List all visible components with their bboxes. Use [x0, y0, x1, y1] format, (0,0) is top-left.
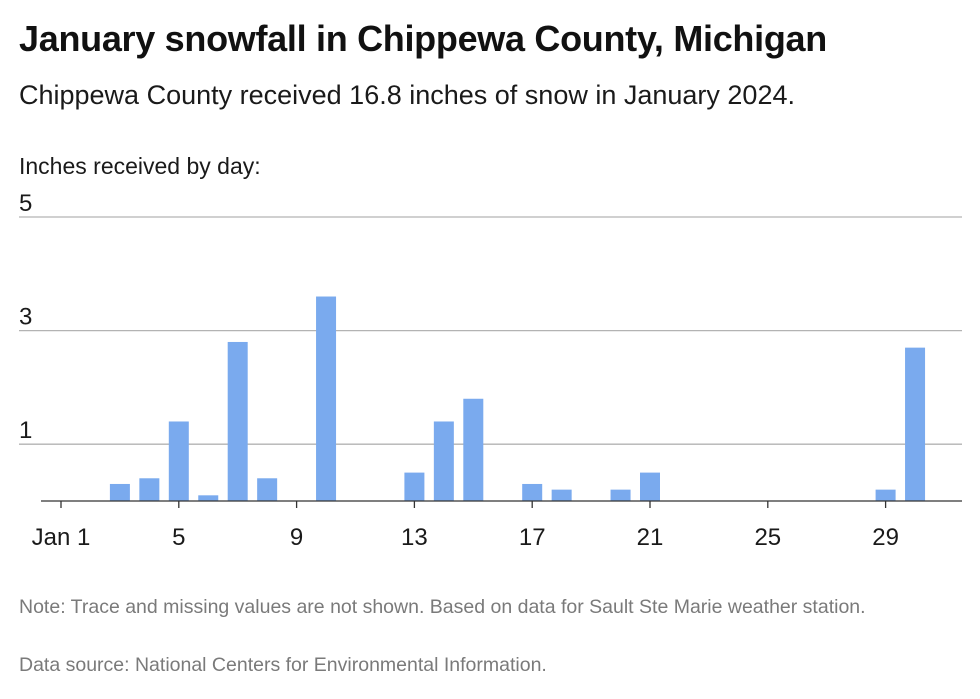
y-axis-label: Inches received by day: — [19, 153, 261, 179]
x-tick-label: 29 — [872, 524, 899, 551]
x-tick-label: 5 — [172, 524, 185, 551]
x-tick-label: 9 — [290, 524, 303, 551]
chart-note: Note: Trace and missing values are not s… — [19, 596, 866, 618]
bar-day-18 — [551, 489, 572, 501]
bar-day-4 — [139, 478, 160, 501]
chart-subtitle: Chippewa County received 16.8 inches of … — [19, 80, 795, 110]
y-tick-label: 3 — [19, 304, 32, 331]
x-tick-label: 21 — [637, 524, 664, 551]
x-axis: Jan 1 5 9 13 17 21 25 29 — [32, 500, 962, 551]
bars — [109, 296, 926, 501]
snowfall-bar-chart: 135 Jan 1 5 9 13 17 21 25 29 — [19, 190, 962, 551]
bar-day-6 — [198, 495, 219, 501]
bar-day-10 — [316, 296, 337, 501]
bar-day-29 — [875, 489, 896, 501]
x-tick-label: 13 — [401, 524, 428, 551]
bar-day-13 — [404, 472, 425, 501]
bar-day-20 — [610, 489, 631, 501]
data-source: Data source: National Centers for Enviro… — [19, 654, 547, 676]
bar-day-7 — [227, 341, 248, 501]
gridlines: 1 3 5 — [19, 190, 962, 445]
bar-day-21 — [640, 472, 660, 501]
y-tick-label: 5 — [19, 190, 32, 217]
bar-day-8 — [257, 478, 278, 501]
bar-day-3 — [109, 483, 130, 501]
chart-title: January snowfall in Chippewa County, Mic… — [19, 18, 827, 59]
bar-day-5 — [168, 421, 189, 501]
bar-day-14 — [433, 421, 454, 501]
bar-day-15 — [463, 398, 484, 501]
y-tick-label: 1 — [19, 417, 32, 444]
x-tick-label: 17 — [519, 524, 546, 551]
bar-day-17 — [522, 483, 543, 501]
bar-day-30 — [905, 347, 926, 501]
x-tick-label: Jan 1 — [32, 524, 91, 551]
x-tick-label: 25 — [754, 524, 781, 551]
